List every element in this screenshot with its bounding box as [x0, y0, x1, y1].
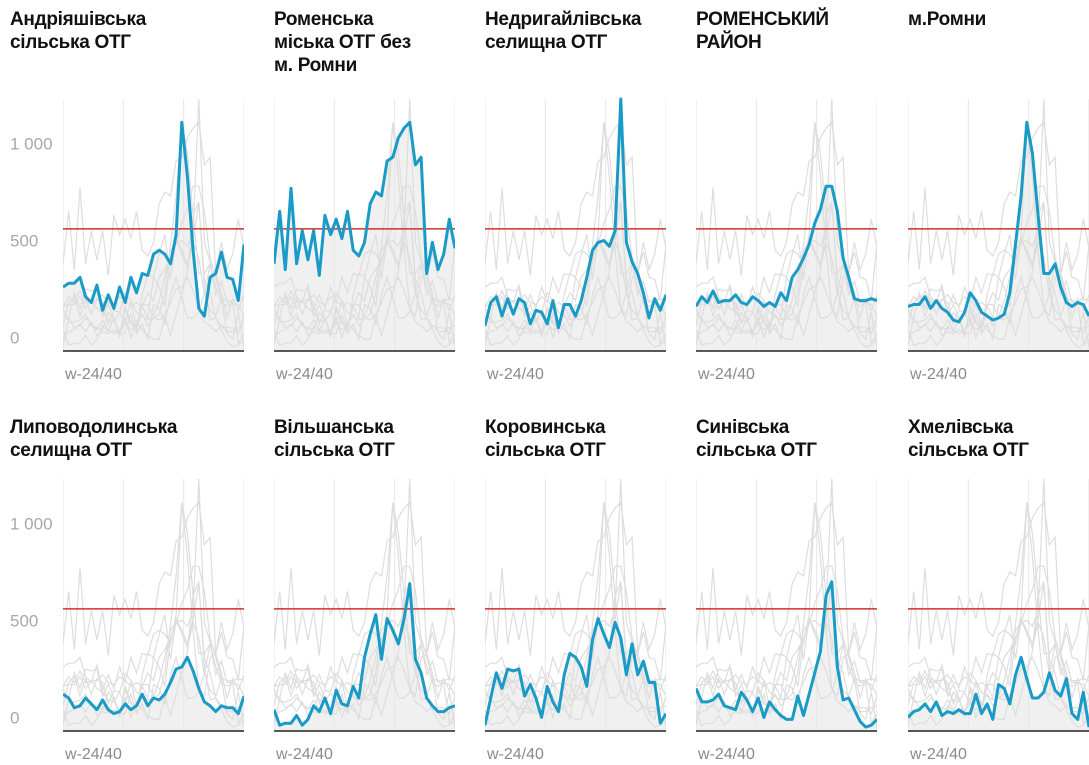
context-line	[63, 502, 244, 698]
context-line	[908, 185, 1089, 308]
context-line	[696, 501, 877, 656]
panel-title: Хмелівська сільська ОТГ	[908, 417, 1029, 461]
series-line	[274, 582, 455, 727]
context-line	[696, 121, 877, 276]
context-line	[485, 275, 666, 348]
context-line	[696, 236, 877, 346]
panel	[696, 478, 877, 731]
context-line	[485, 501, 666, 656]
x-label: w-24/40	[486, 366, 544, 383]
area	[63, 657, 244, 731]
series-line	[274, 120, 455, 277]
panel-title: Недригайлівська селищна ОТГ	[485, 9, 642, 53]
panel	[274, 98, 455, 351]
context-line	[274, 185, 455, 308]
context-line	[274, 122, 455, 318]
context-line	[908, 616, 1089, 726]
context-line	[63, 565, 244, 688]
context-line	[908, 502, 1089, 698]
panel	[485, 97, 666, 351]
context-line	[274, 502, 455, 698]
context-line	[485, 655, 666, 728]
series-line	[696, 184, 877, 308]
x-label: w-24/40	[697, 746, 755, 763]
context-line	[63, 616, 244, 726]
panel-title: РОМЕНСЬКИЙ РАЙОН	[696, 9, 829, 53]
context-line	[274, 275, 455, 348]
y-tick-label: 500	[10, 612, 38, 631]
x-label: w-24/40	[275, 366, 333, 383]
panel-title: Липоводолинська селищна ОТГ	[10, 417, 178, 461]
x-label: w-24/40	[275, 746, 333, 763]
area	[908, 657, 1089, 731]
series-line	[908, 655, 1089, 728]
context-line	[908, 275, 1089, 348]
y-tick-label: 0	[10, 708, 19, 727]
context-line	[63, 236, 244, 346]
series-line	[485, 97, 666, 330]
panel	[485, 478, 666, 731]
y-tick-label: 0	[10, 328, 19, 347]
x-label: w-24/40	[909, 746, 967, 763]
context-line	[274, 236, 455, 346]
context-line	[63, 121, 244, 276]
panel-title: Коровинська сільська ОТГ	[485, 417, 606, 461]
panel-title: м.Ромни	[908, 9, 987, 30]
panel-title: Синівська сільська ОТГ	[696, 417, 817, 461]
area	[908, 122, 1089, 351]
context-line	[908, 501, 1089, 656]
panel	[696, 98, 877, 351]
context-line	[696, 616, 877, 726]
panel	[63, 98, 244, 351]
panel-title: Вільшанська сільська ОТГ	[274, 417, 395, 461]
x-label: w-24/40	[64, 366, 122, 383]
panel-title: Роменська міська ОТГ без м. Ромни	[274, 9, 411, 76]
series-line	[696, 580, 877, 729]
y-tick-label: 1 000	[10, 135, 53, 154]
context-line	[908, 121, 1089, 276]
context-line	[908, 565, 1089, 688]
x-label: w-24/40	[486, 746, 544, 763]
panel	[63, 478, 244, 731]
context-line	[696, 275, 877, 348]
x-label: w-24/40	[64, 746, 122, 763]
x-label: w-24/40	[909, 366, 967, 383]
y-tick-label: 500	[10, 232, 38, 251]
y-tick-label: 1 000	[10, 515, 53, 534]
panel	[274, 478, 455, 731]
x-label: w-24/40	[697, 366, 755, 383]
context-line	[485, 565, 666, 688]
context-line	[485, 502, 666, 698]
panel-title: Андріяшівська сільська ОТГ	[10, 9, 146, 53]
context-line	[696, 565, 877, 688]
context-line	[63, 275, 244, 348]
series-line	[63, 120, 244, 318]
context-line	[485, 122, 666, 318]
context-line	[485, 236, 666, 346]
series-line	[63, 655, 244, 716]
series-line	[485, 617, 666, 726]
series-line	[908, 120, 1089, 324]
context-line	[274, 501, 455, 656]
context-line	[485, 121, 666, 276]
panel	[908, 478, 1089, 731]
context-line	[63, 501, 244, 656]
context-line	[274, 565, 455, 688]
area	[485, 99, 666, 351]
context-line	[696, 502, 877, 698]
panel	[908, 98, 1089, 351]
